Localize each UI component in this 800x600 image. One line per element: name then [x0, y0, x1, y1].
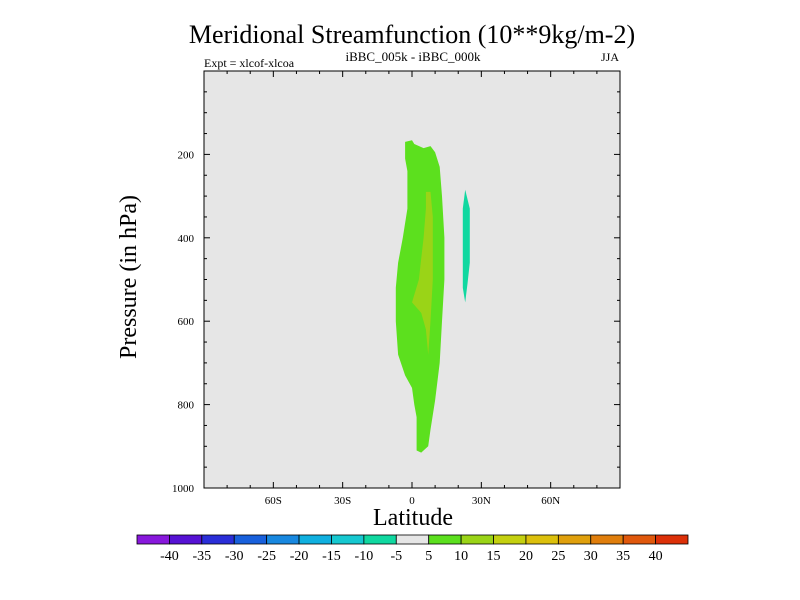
- colorbar: -40 -35 -30 -25 -20 -15 -10 -5 5 10 15 20 25 30 35 40: [136, 534, 689, 564]
- x-tick-label: 30N: [472, 495, 491, 507]
- colorbar-label: 40: [649, 549, 663, 564]
- contour-region--10-to--5: [462, 189, 470, 303]
- colorbar-swatch: [233, 534, 268, 545]
- x-tick-label: 0: [409, 495, 415, 507]
- colorbar-label: -20: [290, 549, 309, 564]
- colorbar-label: 25: [551, 549, 565, 564]
- contour-region-10-to-15: [412, 191, 433, 355]
- experiment-label: Expt = xlcof-xlcoa: [204, 56, 295, 70]
- colorbar-label: -30: [225, 549, 244, 564]
- colorbar-label: -40: [160, 549, 179, 564]
- y-tick-label: 800: [178, 400, 195, 412]
- colorbar-swatch: [493, 534, 527, 545]
- contour-regions: [395, 140, 470, 453]
- colorbar-swatch: [460, 534, 494, 545]
- y-tick-label: 400: [178, 233, 195, 245]
- colorbar-label: 20: [519, 549, 533, 564]
- colorbar-swatch: [622, 534, 656, 545]
- y-tick-label: 1000: [172, 483, 195, 495]
- comparison-label: iBBC_005k - iBBC_000k: [345, 49, 481, 64]
- x-tick-label: 60N: [541, 495, 560, 507]
- colorbar-swatch: [525, 534, 559, 545]
- colorbar-swatch: [590, 534, 624, 545]
- colorbar-swatch: [331, 534, 365, 545]
- y-axis-label: Pressure (in hPa): [116, 195, 142, 359]
- colorbar-swatch: [363, 534, 397, 545]
- x-tick-label: 30S: [334, 495, 351, 507]
- colorbar-label: -15: [322, 549, 341, 564]
- colorbar-label: -5: [390, 549, 402, 564]
- y-tick-label: 600: [178, 316, 195, 328]
- colorbar-swatch: [428, 534, 462, 545]
- colorbar-label: -25: [257, 549, 276, 564]
- colorbar-label: 5: [425, 549, 432, 564]
- chart-title: Meridional Streamfunction (10**9kg/m-2): [189, 20, 635, 49]
- x-axis-label: Latitude: [373, 505, 453, 531]
- colorbar-swatch: [395, 534, 430, 545]
- colorbar-swatch: [655, 534, 689, 545]
- colorbar-label: 30: [584, 549, 598, 564]
- x-tick-label: 60S: [265, 495, 282, 507]
- colorbar-swatch: [266, 534, 300, 545]
- colorbar-label: -35: [192, 549, 211, 564]
- colorbar-swatch: [557, 534, 592, 545]
- y-tick-label: 200: [178, 149, 195, 161]
- colorbar-label: 35: [616, 549, 630, 564]
- colorbar-swatch: [298, 534, 332, 545]
- colorbar-swatch: [201, 534, 235, 545]
- colorbar-label: 15: [487, 549, 501, 564]
- colorbar-swatch: [169, 534, 203, 545]
- colorbar-label: -10: [355, 549, 374, 564]
- axis-ticks: 60S 30S 0 30N 60N 200 400 600 800 1000: [172, 71, 620, 507]
- season-label: JJA: [601, 50, 619, 64]
- colorbar-swatch: [136, 534, 170, 545]
- colorbar-label: 10: [454, 549, 468, 564]
